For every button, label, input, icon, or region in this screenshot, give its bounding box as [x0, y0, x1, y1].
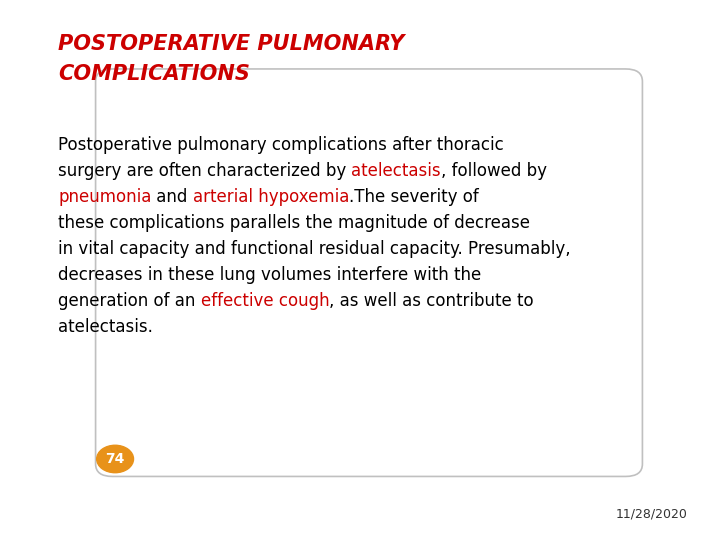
Text: pneumonia: pneumonia	[58, 188, 151, 206]
Text: these complications parallels the magnitude of decrease: these complications parallels the magnit…	[58, 214, 530, 232]
Text: atelectasis: atelectasis	[351, 162, 441, 180]
FancyBboxPatch shape	[96, 69, 642, 476]
Text: atelectasis.: atelectasis.	[58, 318, 153, 336]
Text: 11/28/2020: 11/28/2020	[616, 507, 688, 521]
Text: in vital capacity and functional residual capacity. Presumably,: in vital capacity and functional residua…	[58, 240, 571, 258]
Text: COMPLICATIONS: COMPLICATIONS	[58, 64, 250, 84]
Text: Postoperative pulmonary complications after thoracic: Postoperative pulmonary complications af…	[58, 136, 504, 154]
Text: effective cough: effective cough	[201, 292, 329, 310]
Text: 74: 74	[105, 452, 125, 466]
Text: .The severity of: .The severity of	[349, 188, 479, 206]
Text: generation of an: generation of an	[58, 292, 201, 310]
Text: surgery are often characterized by: surgery are often characterized by	[58, 162, 351, 180]
Text: decreases in these lung volumes interfere with the: decreases in these lung volumes interfer…	[58, 266, 481, 284]
Text: , as well as contribute to: , as well as contribute to	[329, 292, 534, 310]
Text: POSTOPERATIVE PULMONARY: POSTOPERATIVE PULMONARY	[58, 34, 405, 54]
Circle shape	[96, 446, 133, 472]
Text: and: and	[151, 188, 193, 206]
Text: , followed by: , followed by	[441, 162, 547, 180]
Text: arterial hypoxemia: arterial hypoxemia	[193, 188, 349, 206]
